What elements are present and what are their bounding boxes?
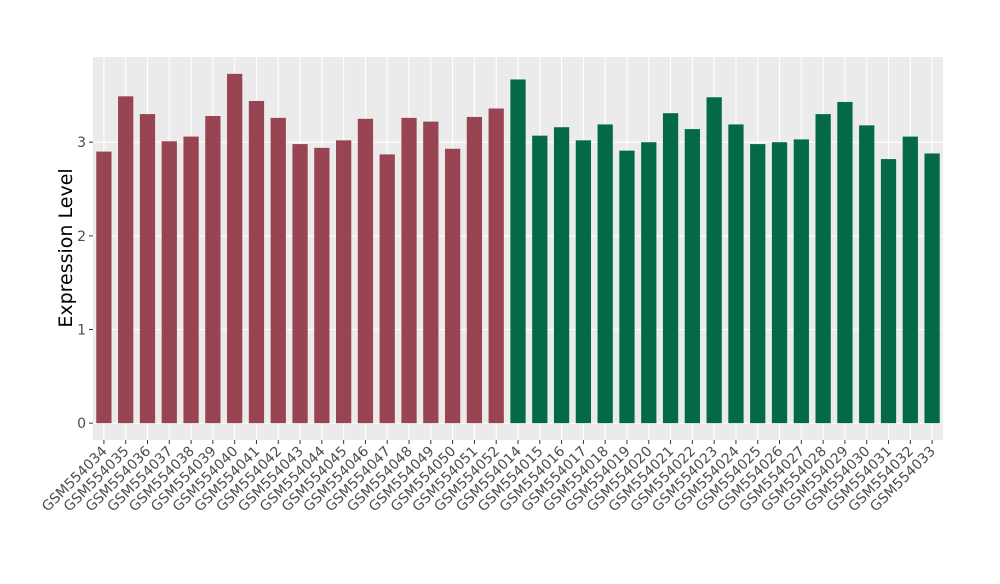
bar (205, 115, 221, 424)
bar (248, 101, 265, 424)
bar (466, 116, 483, 424)
bar (510, 79, 526, 424)
bar (641, 142, 657, 424)
bar (379, 154, 395, 424)
bar (139, 114, 156, 424)
bar (270, 117, 286, 424)
bar (837, 101, 853, 424)
y-tick-label: 1 (77, 323, 86, 339)
bar (444, 148, 461, 424)
bar (183, 136, 199, 424)
bar (553, 127, 570, 424)
bar (619, 150, 635, 424)
bar (357, 118, 374, 424)
y-tick-label: 2 (77, 229, 86, 245)
bar (902, 136, 918, 424)
bar (706, 97, 722, 424)
y-tick-label: 0 (77, 416, 86, 432)
bar (401, 117, 417, 424)
bar (532, 135, 548, 424)
bar (815, 114, 831, 424)
bar (597, 124, 613, 424)
bar (96, 151, 112, 424)
bar (336, 140, 352, 424)
y-axis-label: Expression Level (55, 168, 77, 327)
bar (227, 73, 243, 424)
y-tick-label: 3 (77, 135, 86, 151)
bar (924, 153, 940, 424)
bar (859, 125, 875, 424)
bar (488, 108, 504, 424)
bar (292, 144, 308, 424)
bar (728, 124, 744, 424)
bar (793, 139, 809, 424)
bar (880, 159, 897, 424)
bar (161, 141, 177, 424)
bar (314, 147, 330, 424)
bar (771, 142, 788, 424)
bar (423, 121, 439, 424)
bar (750, 144, 766, 424)
bar (684, 129, 700, 424)
bar (662, 113, 679, 424)
bar (118, 96, 134, 424)
bar (575, 140, 592, 424)
